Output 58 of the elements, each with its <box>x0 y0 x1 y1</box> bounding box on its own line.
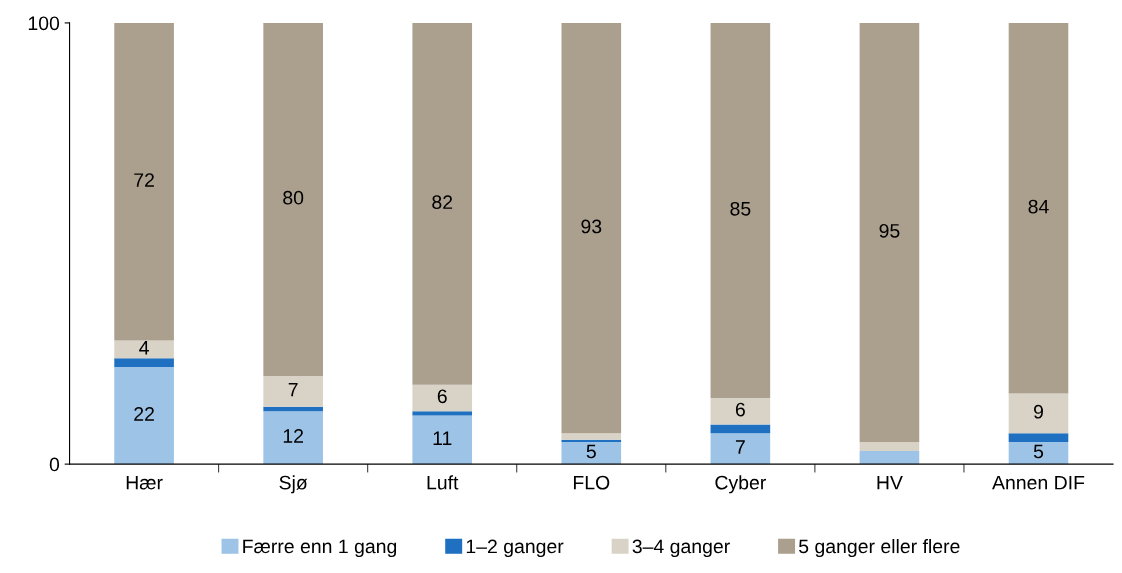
data-label: 5 <box>1033 444 1044 459</box>
bar <box>114 22 174 341</box>
bar <box>412 384 473 412</box>
data-label: 85 <box>730 201 751 216</box>
y-tick-label: 100 <box>28 16 60 31</box>
bar <box>561 439 622 443</box>
data-label: 4 <box>139 341 149 355</box>
data-label: 11 <box>433 431 452 445</box>
bar <box>263 411 323 465</box>
data-label: 84 <box>1028 199 1049 214</box>
legend-label: Færre enn 1 gang <box>243 539 397 558</box>
x-tick-label: FLO <box>573 475 610 490</box>
bar <box>710 424 771 434</box>
bar <box>1008 22 1069 394</box>
bar <box>710 397 771 425</box>
bar <box>1008 442 1069 465</box>
x-tick-label: Sjø <box>279 475 308 494</box>
x-tick-label: Annen DIF <box>992 475 1085 490</box>
bar <box>412 411 473 416</box>
data-label: 12 <box>283 429 303 443</box>
data-label: 80 <box>283 190 304 205</box>
x-tick-label: Luft <box>427 475 459 490</box>
bar <box>561 442 622 465</box>
bar <box>412 22 473 385</box>
bar <box>561 22 622 434</box>
bar <box>561 433 622 440</box>
bar <box>114 340 174 359</box>
x-tick-label: Cyber <box>715 475 766 494</box>
data-label: 7 <box>288 382 298 397</box>
bar <box>114 358 174 368</box>
data-label: 82 <box>432 195 453 210</box>
bar <box>710 433 771 465</box>
data-label: 22 <box>134 407 154 421</box>
bar <box>859 442 920 451</box>
x-tick-label: HV <box>877 475 903 490</box>
y-tick-label: 0 <box>49 457 60 472</box>
x-tick-label: Hær <box>126 475 163 490</box>
data-label: 9 <box>1034 404 1043 419</box>
bar <box>859 450 920 465</box>
bar <box>1008 393 1069 434</box>
bar <box>263 22 323 376</box>
bar <box>263 406 323 412</box>
data-label: 95 <box>879 223 900 238</box>
bar <box>263 375 323 407</box>
data-label: 5 <box>586 444 596 459</box>
data-label: 72 <box>134 173 154 187</box>
data-label: 6 <box>735 402 745 417</box>
data-label: 7 <box>735 440 745 454</box>
bar <box>1008 433 1069 443</box>
bar <box>114 367 174 465</box>
legend-label: 1–2 ganger <box>466 539 564 558</box>
legend-label: 3–4 ganger <box>632 539 730 558</box>
bar <box>710 22 771 398</box>
bar <box>859 22 920 443</box>
data-label: 6 <box>437 389 447 404</box>
legend-label: 5 ganger eller flere <box>799 538 960 558</box>
data-label: 93 <box>581 219 602 234</box>
bar <box>412 415 473 465</box>
